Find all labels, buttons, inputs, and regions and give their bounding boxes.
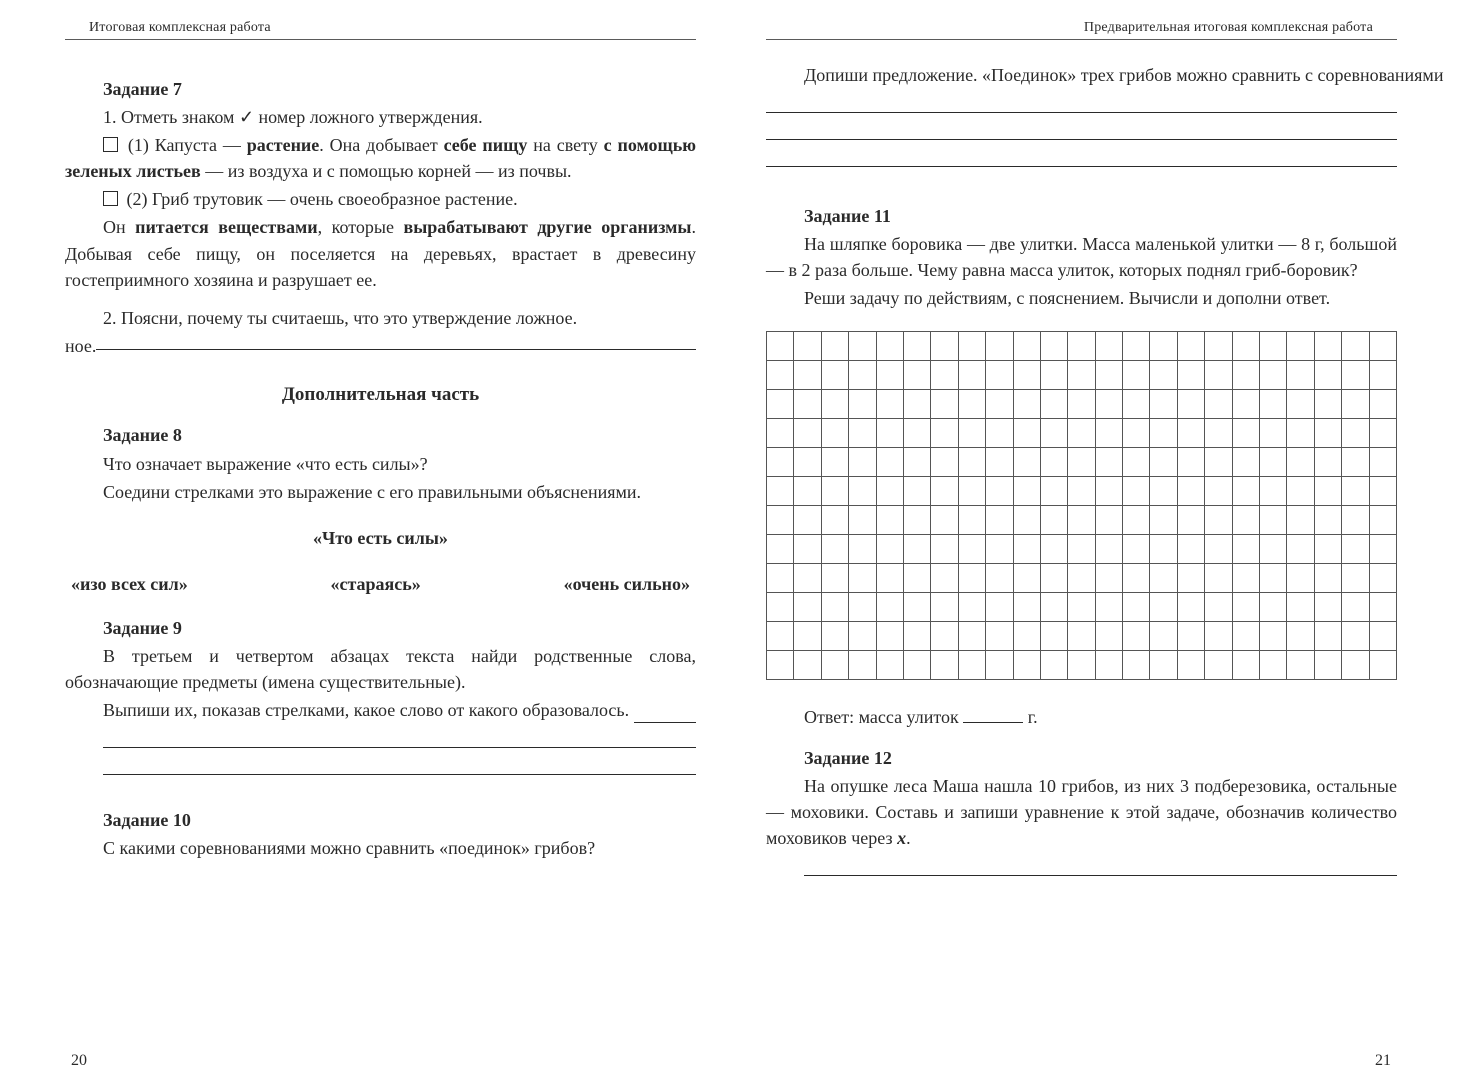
right-content: Допиши предложение. «Поединок» трех гриб… — [766, 62, 1397, 1042]
task9-blank0[interactable] — [634, 706, 696, 723]
task8-p1: Что означает выражение «что есть силы»? — [65, 451, 696, 477]
opt1-b2: себе пищу — [444, 135, 528, 155]
task11-title: Задание 11 — [766, 203, 1397, 229]
task10-blank2[interactable] — [766, 117, 1397, 140]
page-left: Итоговая комплексная работа Задание 7 1.… — [30, 20, 731, 1070]
opt1-b1: растение — [247, 135, 320, 155]
spacer — [65, 295, 696, 305]
task7-blank1[interactable] — [96, 333, 696, 350]
task11-answer-post: г. — [1023, 707, 1037, 727]
spacer — [65, 779, 696, 793]
task8-options: «изо всех сил» «стараясь» «очень сильно» — [65, 571, 696, 597]
page-right: Предварительная итоговая комплексная раб… — [731, 20, 1432, 1070]
task7-explain-lead: 2. Поясни, почему ты считаешь, что это у… — [65, 305, 582, 331]
task11-answer-pre: Ответ: масса улиток — [804, 707, 963, 727]
task11-p1: На шляпке боровика — две улитки. Масса м… — [766, 231, 1397, 283]
task12-p1a: На опушке леса Маша нашла 10 грибов, из … — [766, 776, 1397, 848]
task9-p1: В третьем и четвертом абзацах текста най… — [65, 643, 696, 695]
task8-opt-2: «очень сильно» — [564, 571, 690, 597]
task11-answer-blank[interactable] — [963, 706, 1023, 723]
opt2b-pre: Он — [103, 217, 135, 237]
opt1-pre: (1) Капуста — — [128, 135, 247, 155]
task8-opt-1: «стараясь» — [331, 571, 421, 597]
task10-blank1[interactable] — [766, 90, 1397, 113]
task8-title: Задание 8 — [65, 422, 696, 448]
opt1-tail: — из воздуха и с по­мощью корней — из по… — [201, 161, 572, 181]
task7-line1a: 1. Отметь знаком — [103, 107, 239, 127]
task8-opt-0: «изо всех сил» — [71, 571, 188, 597]
task12-blank1[interactable] — [804, 853, 1397, 876]
opt2b-b2: вырабатывают другие организмы — [403, 217, 691, 237]
page-spread: Итоговая комплексная работа Задание 7 1.… — [0, 0, 1462, 1080]
task9-blank2[interactable] — [103, 752, 696, 775]
checkbox-2[interactable] — [103, 191, 118, 206]
task7-option2a: (2) Гриб трутовик — очень своеобразное р… — [65, 186, 696, 212]
task8-p2: Соедини стрелками это выражение с его пр… — [65, 479, 696, 505]
task12-title: Задание 12 — [766, 745, 1397, 771]
grid-table[interactable] — [766, 331, 1397, 680]
task10-blank3[interactable] — [766, 144, 1397, 167]
task12-p1: На опушке леса Маша нашла 10 грибов, из … — [766, 773, 1397, 851]
task9-p2: Выпиши их, показав стрелками, какое слов… — [65, 697, 696, 723]
task7-option1: (1) Капуста — растение. Она добывает себ… — [65, 132, 696, 184]
task9-blank1[interactable] — [103, 725, 696, 748]
task12-p1b: . — [906, 828, 911, 848]
task7-line1b: номер ложного утверждения. — [254, 107, 483, 127]
opt2-txt: (2) Гриб трутовик — очень своеобразное р… — [127, 189, 518, 209]
running-head-right: Предварительная итоговая комплексная раб… — [766, 20, 1397, 40]
task12-var: x — [897, 828, 906, 848]
task9-p2-lead: Выпиши их, показав стрелками, какое слов… — [65, 697, 634, 723]
checkmark-glyph: ✓ — [239, 107, 254, 127]
task10-p1: С какими соревнованиями можно сравнить «… — [65, 835, 696, 861]
task7-noe: ное. — [65, 333, 96, 359]
task7-explain-row: 2. Поясни, почему ты считаешь, что это у… — [65, 305, 696, 331]
task8-center: «Что есть силы» — [65, 525, 696, 551]
page-number-left: 20 — [65, 1042, 696, 1070]
task9-title: Задание 9 — [65, 615, 696, 641]
page-number-right: 21 — [766, 1042, 1397, 1070]
left-content: Задание 7 1. Отметь знаком ✓ номер ложно… — [65, 62, 696, 1042]
task7-option2b: Он питается веществами, которые вырабаты… — [65, 214, 696, 292]
task11-answer: Ответ: масса улиток г. — [766, 704, 1397, 730]
task11-p2: Реши задачу по действиям, с пояснением. … — [766, 285, 1397, 311]
opt1-mid1: . Она добывает — [319, 135, 443, 155]
opt2b-b1: питается веществами — [135, 217, 317, 237]
task7-title: Задание 7 — [65, 76, 696, 102]
task10-title: Задание 10 — [65, 807, 696, 833]
additional-part-title: Дополнительная часть — [65, 381, 696, 409]
task7-instruction: 1. Отметь знаком ✓ номер ложного утвержд… — [65, 104, 696, 130]
spacer — [766, 171, 1397, 189]
opt1-mid2: на свету — [527, 135, 603, 155]
task10-cont: Допиши предложение. «Поединок» трех гриб… — [766, 62, 1397, 88]
task7-explain-line: ное. — [65, 333, 696, 359]
checkbox-1[interactable] — [103, 137, 118, 152]
opt2b-mid1: , которые — [318, 217, 404, 237]
running-head-left: Итоговая комплексная работа — [65, 20, 696, 40]
task10-cont-lead: Допиши предложение. «Поединок» трех гриб… — [766, 62, 1448, 88]
task11-grid[interactable] — [766, 331, 1397, 680]
